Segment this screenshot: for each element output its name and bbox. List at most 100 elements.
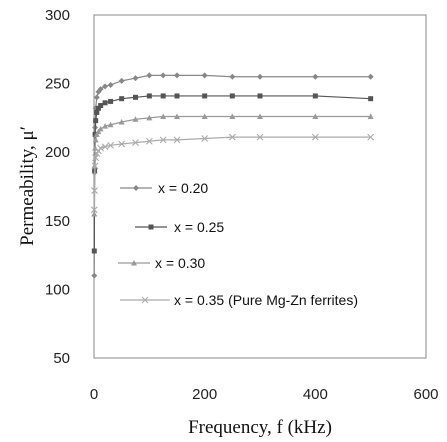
data-point: [93, 94, 100, 101]
y-tick-label: 150: [45, 213, 70, 230]
data-point: [94, 109, 100, 115]
data-point: [102, 83, 109, 90]
data-point: [118, 77, 125, 84]
data-point: [91, 272, 98, 279]
data-point: [93, 118, 99, 124]
y-tick-label: 200: [45, 144, 70, 161]
data-point: [95, 105, 101, 111]
data-point: [146, 114, 153, 121]
data-point: [201, 72, 208, 79]
y-tick-label: 300: [45, 7, 70, 24]
data-point: [257, 113, 263, 120]
data-point: [92, 136, 99, 143]
data-point: [312, 113, 319, 120]
data-point: [108, 98, 114, 104]
data-point: [173, 136, 181, 144]
legend-entry-1: x = 0.20: [120, 180, 208, 196]
data-point: [160, 72, 167, 79]
data-point: [367, 133, 375, 141]
data-point: [229, 73, 236, 80]
x-axis-tick-labels: 0 200 400 600: [90, 386, 439, 403]
data-point: [91, 162, 99, 170]
data-point: [98, 103, 104, 109]
data-point: [367, 113, 374, 120]
series-line: [93, 74, 371, 276]
legend-marker: [148, 224, 154, 230]
data-point: [201, 113, 208, 120]
series-line: [93, 136, 371, 210]
data-point: [119, 96, 125, 102]
data-point: [97, 86, 104, 93]
x-tick-label: 400: [303, 386, 328, 403]
data-point: [159, 136, 167, 144]
data-point: [146, 93, 152, 99]
data-point: [229, 113, 236, 120]
legend-label: x = 0.30: [155, 255, 205, 271]
data-point: [229, 93, 235, 99]
y-tick-label: 50: [53, 350, 70, 367]
data-point: [97, 144, 105, 152]
series-4: [90, 133, 375, 214]
data-point: [107, 141, 114, 149]
data-point: [257, 73, 263, 80]
data-point: [146, 72, 153, 79]
data-point: [160, 113, 167, 120]
data-point: [97, 125, 104, 132]
legend: x = 0.20 x = 0.25 x = 0.30 x = 0.35 (Pure M…: [118, 180, 358, 308]
data-point: [102, 123, 109, 129]
data-point: [91, 248, 97, 254]
data-point: [145, 137, 153, 145]
legend-entry-4: x = 0.35 (Pure Mg-Zn ferrites): [120, 292, 358, 308]
x-axis-title: Frequency, f (kHz): [188, 417, 332, 438]
y-tick-label: 250: [45, 76, 70, 93]
y-tick-label: 100: [45, 281, 70, 298]
data-point: [160, 93, 166, 99]
data-point: [132, 139, 139, 146]
data-point: [92, 154, 100, 162]
data-point: [118, 140, 126, 148]
data-point: [101, 143, 109, 151]
data-point: [174, 93, 180, 99]
x-tick-label: 200: [192, 386, 217, 403]
series-group: [90, 72, 375, 279]
legend-entry-3: x = 0.30: [118, 255, 205, 271]
data-point: [202, 93, 208, 99]
data-point: [257, 93, 263, 99]
series-3: [91, 113, 374, 217]
legend-label: x = 0.25: [174, 219, 224, 235]
series-1: [91, 72, 374, 279]
data-point: [256, 133, 264, 141]
data-point: [133, 94, 138, 100]
data-point: [92, 131, 98, 137]
x-tick-label: 0: [90, 386, 98, 403]
data-point: [312, 73, 319, 80]
legend-marker: [131, 260, 137, 266]
data-point: [132, 116, 139, 122]
y-axis-title: Permeability, μ′: [17, 126, 38, 246]
x-tick-label: 600: [413, 386, 438, 403]
data-point: [312, 93, 318, 99]
data-point: [367, 73, 374, 80]
data-point: [174, 72, 180, 79]
data-point: [201, 135, 209, 142]
data-point: [91, 187, 98, 195]
legend-label: x = 0.35 (Pure Mg-Zn ferrites): [174, 292, 358, 308]
data-point: [368, 96, 374, 102]
data-point: [102, 100, 108, 106]
legend-label: x = 0.20: [158, 180, 208, 196]
data-point: [311, 133, 319, 141]
y-axis-tick-labels: 300 250 200 150 100 50: [45, 7, 70, 367]
data-point: [90, 206, 98, 214]
legend-marker: [133, 185, 139, 191]
legend-marker: [141, 296, 149, 304]
data-point: [107, 81, 114, 88]
legend-entry-2: x = 0.25: [135, 219, 224, 235]
data-point: [132, 75, 139, 82]
data-point: [91, 210, 98, 217]
data-point: [228, 133, 236, 141]
data-point: [118, 119, 125, 125]
data-point: [107, 121, 114, 128]
data-point: [174, 113, 180, 120]
series-line: [93, 115, 371, 214]
